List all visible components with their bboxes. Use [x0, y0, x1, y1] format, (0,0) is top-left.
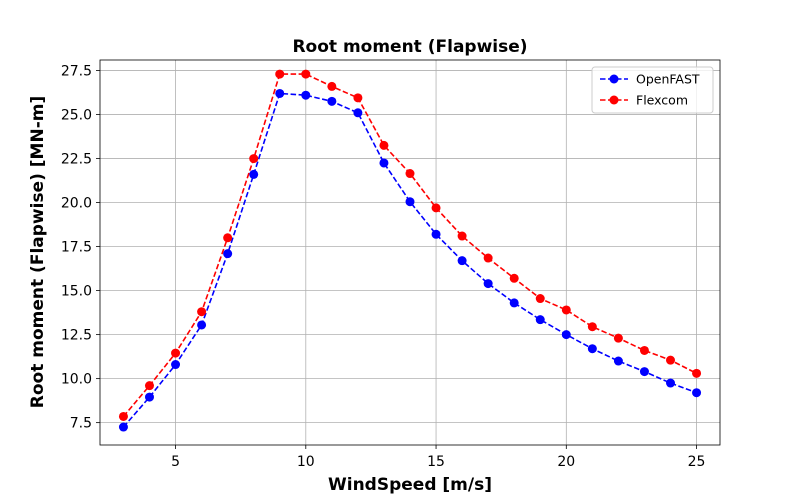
data-point-flexcom [535, 294, 545, 304]
y-tick-label: 15.0 [61, 284, 92, 300]
data-point-openfast [144, 392, 154, 402]
data-point-openfast [171, 360, 181, 370]
y-tick-label: 25.0 [61, 108, 92, 124]
chart-title: Root moment (Flapwise) [292, 37, 527, 57]
data-point-flexcom [509, 273, 519, 283]
x-tick-label: 25 [688, 454, 706, 470]
y-tick-label: 12.5 [61, 328, 92, 344]
data-point-openfast [639, 367, 649, 377]
data-point-flexcom [431, 203, 441, 213]
legend-marker-openfast [609, 74, 619, 84]
y-tick-label: 22.5 [61, 152, 92, 168]
x-tick-label: 20 [557, 454, 575, 470]
y-tick-label: 20.0 [61, 196, 92, 212]
data-point-flexcom [639, 345, 649, 355]
axis-ticks: 5 10 15 20 25 7.5 10.0 12.5 15.0 17.5 20.0 22.5 25.0… [61, 64, 706, 470]
data-point-flexcom [171, 348, 181, 358]
data-point-openfast [561, 330, 571, 340]
data-point-flexcom [457, 231, 467, 241]
data-point-openfast [379, 158, 389, 168]
data-point-openfast [587, 344, 597, 354]
data-point-flexcom [249, 154, 259, 164]
x-axis-label: WindSpeed [m/s] [328, 475, 492, 495]
x-tick-label: 15 [427, 454, 445, 470]
data-point-flexcom [353, 93, 363, 103]
legend-label-flexcom: Flexcom [636, 93, 688, 108]
data-point-openfast [535, 315, 545, 325]
data-point-openfast [327, 96, 337, 106]
data-point-openfast [405, 197, 415, 207]
data-point-openfast [431, 229, 441, 239]
data-point-openfast [301, 90, 311, 100]
y-tick-label: 17.5 [61, 240, 92, 256]
y-axis-label: Root moment (Flapwise) [MN-m] [28, 96, 48, 408]
axes-frame [99, 59, 721, 446]
legend-marker-flexcom [609, 95, 619, 105]
data-point-openfast [509, 298, 519, 308]
data-point-flexcom [666, 355, 676, 365]
series-line-flexcom [122, 73, 697, 417]
y-tick-label: 27.5 [61, 64, 92, 80]
data-point-flexcom [561, 305, 571, 315]
series-line-openfast [122, 92, 697, 428]
grid [100, 60, 720, 445]
legend-label-openfast: OpenFAST [636, 72, 700, 87]
data-point-flexcom [587, 322, 597, 332]
data-point-openfast [353, 108, 363, 118]
legend-box [591, 66, 714, 114]
data-point-flexcom [483, 253, 493, 263]
data-point-flexcom [197, 307, 207, 317]
data-point-openfast [249, 169, 259, 179]
data-point-flexcom [327, 81, 337, 91]
data-point-openfast [666, 378, 676, 388]
data-point-openfast [692, 388, 702, 398]
data-point-flexcom [405, 169, 415, 179]
y-tick-label: 7.5 [70, 416, 92, 432]
x-tick-label: 5 [171, 454, 180, 470]
data-point-flexcom [613, 333, 623, 343]
data-point-openfast [223, 249, 233, 259]
data-point-flexcom [379, 140, 389, 150]
data-point-openfast [118, 422, 128, 432]
plot-area [118, 69, 702, 432]
x-tick-label: 10 [297, 454, 315, 470]
data-point-flexcom [118, 411, 128, 421]
data-point-openfast [613, 356, 623, 366]
data-point-flexcom [301, 69, 311, 79]
legend: OpenFAST Flexcom [591, 66, 714, 114]
data-point-flexcom [692, 368, 702, 378]
data-point-openfast [483, 279, 493, 289]
data-point-flexcom [223, 233, 233, 243]
data-point-flexcom [275, 69, 285, 79]
data-point-flexcom [144, 381, 154, 391]
data-point-openfast [457, 256, 467, 266]
y-tick-label: 10.0 [61, 372, 92, 388]
data-point-openfast [197, 320, 207, 330]
data-point-openfast [275, 88, 285, 98]
